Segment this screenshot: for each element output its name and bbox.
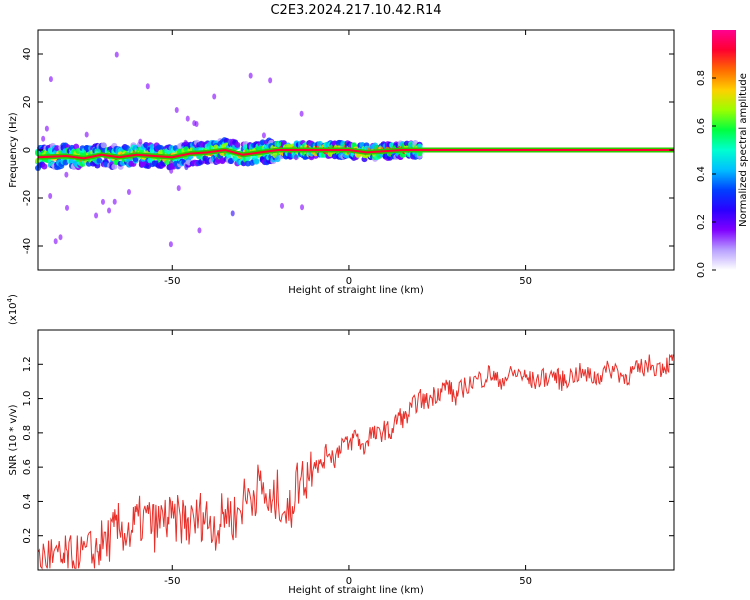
spectrogram-cell (280, 202, 285, 209)
spectrogram-cell (185, 115, 190, 122)
spectrogram-cell (192, 120, 197, 127)
y-tick-label: -20 (22, 190, 33, 206)
spectrogram-cell (44, 125, 49, 132)
spectrogram-plot-area (35, 29, 675, 271)
spectrogram-cell (84, 131, 89, 138)
spectrogram-cell (197, 227, 202, 234)
spectrogram-panel: -50 0 50 -40 -20 0 20 40 Height of straight li… (8, 29, 675, 296)
chart-title: C2E3.2024.217.10.42.R14 (270, 3, 441, 18)
spectrogram-cell (48, 76, 53, 83)
spectrogram-cell (168, 241, 173, 248)
spectrogram-cell (268, 77, 273, 84)
x-tick-label: 0 (346, 576, 352, 587)
y-tick-label: 40 (22, 48, 33, 61)
spectrogram-cell (212, 93, 217, 100)
snr-panel: -50 0 50 0.2 0.4 0.6 0.8 1.0 1.2 Height of stra… (6, 294, 675, 596)
y-tick-label: 1.2 (22, 356, 33, 372)
spectrogram-cell (183, 139, 188, 146)
spectrogram-cell (100, 198, 105, 205)
snr-multiplier-base: (x10 (8, 302, 19, 325)
spectrogram-y-axis-label: Frequency (Hz) (8, 112, 19, 188)
spectrogram-cell (261, 132, 266, 139)
y-tick-label: 0.6 (22, 459, 33, 475)
spectrogram-cell (94, 212, 99, 219)
x-tick-label: 0 (346, 276, 352, 287)
y-tick-label: 0.2 (22, 528, 33, 544)
y-tick-label: -40 (22, 238, 33, 254)
spectrogram-cell (248, 72, 253, 79)
snr-frame (37, 329, 675, 571)
spectrogram-x-axis-label: Height of straight line (km) (288, 285, 424, 296)
y-tick-label: 0.4 (22, 493, 33, 509)
x-tick-label: -50 (164, 276, 180, 287)
spectrogram-cell (176, 185, 181, 192)
colorbar-ticks: 0.0 0.2 0.4 0.6 0.8 (696, 70, 716, 278)
spectrogram-cell (58, 234, 63, 241)
spectrogram-cell (126, 188, 131, 195)
colorbar-tick-label: 0.6 (696, 118, 707, 134)
spectrogram-cell (169, 160, 174, 167)
y-tick-label: 0.8 (22, 425, 33, 441)
spectrogram-cell (184, 164, 189, 171)
spectrogram-cell (299, 110, 304, 117)
spectrogram-cell (228, 138, 233, 145)
snr-plot-area (38, 330, 674, 570)
colorbar-gradient (712, 30, 736, 270)
colorbar: 0.0 0.2 0.4 0.6 0.8 Normalized spectral ampl… (696, 30, 749, 278)
snr-series-line (37, 353, 674, 570)
spectrogram-cell (41, 163, 48, 170)
y-tick-label: 0 (22, 147, 33, 153)
spectrogram-ridge (37, 147, 674, 161)
spectrogram-cell (138, 138, 143, 145)
colorbar-label: Normalized spectral amplitude (738, 73, 749, 227)
spectrogram-cells (35, 51, 423, 248)
spectrogram-x-axis: -50 0 50 (164, 30, 532, 287)
snr-multiplier-exp: 4 (6, 297, 14, 302)
spectrogram-y-axis: -40 -20 0 20 40 (22, 48, 674, 254)
colorbar-tick-label: 0.8 (696, 70, 707, 86)
colorbar-tick-label: 0.2 (696, 214, 707, 230)
spectrogram-cell (259, 139, 266, 146)
spectrogram-cell (65, 204, 70, 211)
y-tick-label: 1.0 (22, 391, 33, 407)
spectrogram-cell (112, 198, 117, 205)
snr-x-axis: -50 0 50 (164, 330, 532, 587)
spectrogram-cell (174, 107, 179, 114)
x-tick-label: -50 (164, 576, 180, 587)
spectrogram-cell (169, 167, 174, 174)
spectrogram-cell (53, 238, 58, 245)
spectrogram-cell (100, 142, 107, 149)
spectrogram-cell (253, 158, 260, 165)
x-tick-label: 50 (519, 276, 532, 287)
snr-y-axis: 0.2 0.4 0.6 0.8 1.0 1.2 (22, 356, 674, 544)
colorbar-tick-label: 0.4 (696, 166, 707, 182)
spectrogram-cell (41, 135, 46, 142)
snr-y-axis-label: SNR (10 * v/v) (8, 404, 19, 475)
spectrogram-cell (230, 210, 235, 217)
spectrogram-cell (234, 141, 241, 148)
snr-x-axis-label: Height of straight line (km) (288, 585, 424, 596)
spectrogram-cell (300, 204, 305, 211)
spectrogram-cell (48, 193, 53, 200)
spectrogram-cell (114, 51, 119, 58)
colorbar-tick-label: 0.0 (696, 262, 707, 278)
spectrogram-cell (145, 83, 150, 90)
x-tick-label: 50 (519, 576, 532, 587)
spectrogram-cell (64, 171, 69, 178)
snr-multiplier: (x104) (6, 294, 19, 325)
spectrogram-cell (107, 207, 112, 214)
ridge-core (37, 148, 674, 160)
y-tick-label: 20 (22, 96, 33, 109)
spectrogram-cell (293, 154, 298, 161)
spectrogram-cell (199, 141, 204, 148)
